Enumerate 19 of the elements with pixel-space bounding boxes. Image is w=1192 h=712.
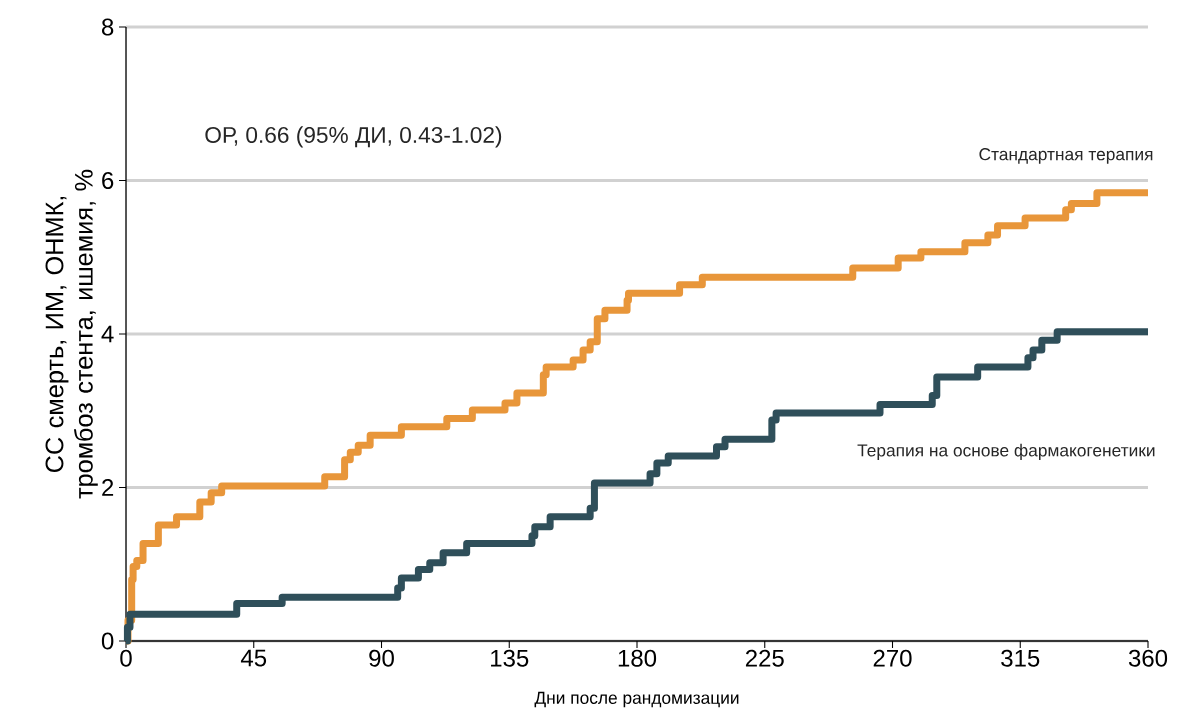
y-tick-label: 2 <box>102 479 114 496</box>
y-tick-label: 6 <box>102 171 114 189</box>
annotation: ОР, 0.66 (95% ДИ, 0.43-1.02) <box>205 126 502 148</box>
x-axis-title: Дни после рандомизации <box>534 691 739 708</box>
y-tick-label: 0 <box>101 632 114 650</box>
series-label: Терапия на основе фармакогенетики <box>857 443 1155 460</box>
x-tick-label: 135 <box>491 649 529 667</box>
x-tick-label: 225 <box>745 649 784 667</box>
x-tick-label: 0 <box>120 649 132 667</box>
series-label: Стандартная терапия <box>979 148 1153 164</box>
x-tick-label: 180 <box>618 649 657 667</box>
x-tick-label: 90 <box>369 649 394 667</box>
y-tick-label: 8 <box>101 18 114 36</box>
x-tick-label: 270 <box>873 649 912 667</box>
y-tick-label: 4 <box>101 325 114 343</box>
y-axis-title: СС смерть, ИМ, ОНМК, тромбоз стента, ишемия, % <box>45 169 98 499</box>
x-tick-label: 315 <box>1001 649 1040 667</box>
x-tick-label: 45 <box>240 649 267 667</box>
x-tick-label: 360 <box>1128 649 1168 667</box>
